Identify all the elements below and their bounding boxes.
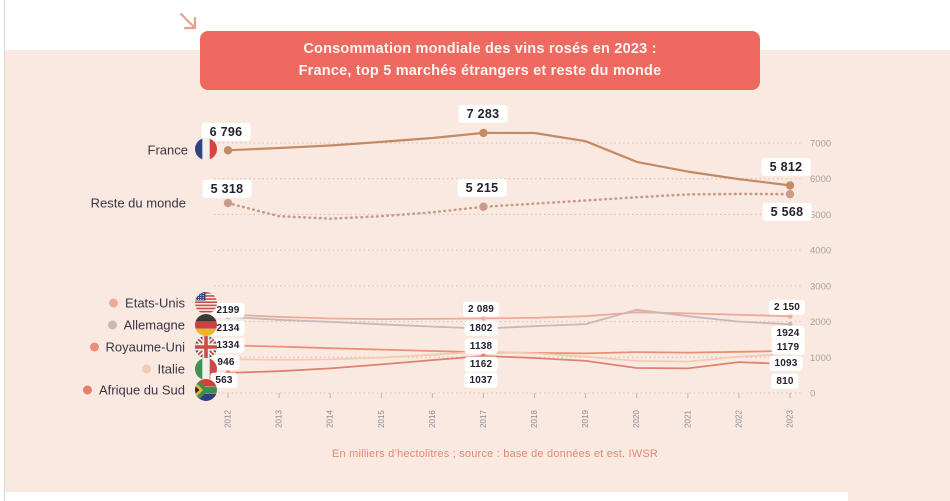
legend-label-afrique-du-sud: Afrique du Sud xyxy=(98,382,185,398)
legend-label-reste-du-monde: Reste du monde xyxy=(90,195,186,211)
legend-item-italie: Italie xyxy=(141,361,185,377)
legend-item-royaume-uni: Royaume-Uni xyxy=(89,339,185,355)
legend-label-france: France xyxy=(147,142,188,158)
legend-label-italie: Italie xyxy=(157,361,185,377)
value-label-allemagne-2017: 1802 xyxy=(464,320,498,336)
series-line-afrique-du-sud xyxy=(227,355,791,374)
x-axis-year-label: 2021 xyxy=(683,410,692,428)
legend-dot-italie xyxy=(141,364,151,374)
y-axis-tick-label: 3000 xyxy=(810,281,831,292)
value-label-etats-unis-2012: 2199 xyxy=(211,302,245,318)
value-label-afrique-du-sud-2023: 810 xyxy=(771,373,799,389)
x-axis-year-label: 2012 xyxy=(224,410,233,428)
chart-title-line2: France, top 5 marchés étrangers et reste… xyxy=(298,63,662,80)
chart-title: Consommation mondiale des vins rosés en … xyxy=(200,31,760,90)
x-axis-year-label: 2017 xyxy=(479,410,488,428)
series-line-italie xyxy=(227,350,791,363)
value-label-france-2023: 5 812 xyxy=(761,157,811,177)
value-label-afrique-du-sud-2012: 563 xyxy=(210,372,238,388)
x-axis-year-label: 2018 xyxy=(530,410,539,428)
legend-item-afrique-du-sud: Afrique du Sud xyxy=(82,382,185,398)
series-line-etats-unis xyxy=(227,311,791,321)
value-label-royaume-uni-2012: 1334 xyxy=(211,337,245,353)
arrow-down-right-icon xyxy=(176,9,202,35)
value-label-reste-du-monde-2012: 5 318 xyxy=(202,179,252,199)
value-label-france-2017: 7 283 xyxy=(458,104,508,124)
legend-item-reste-du-monde: Reste du monde xyxy=(91,196,186,211)
legend-dot-afrique-du-sud xyxy=(82,385,92,395)
x-axis-year-label: 2013 xyxy=(275,410,284,428)
series-line-reste-du-monde xyxy=(226,192,792,220)
y-axis-tick-label: 6000 xyxy=(810,174,831,185)
value-label-france-2012: 6 796 xyxy=(201,122,251,142)
legend-label-allemagne: Allemagne xyxy=(123,317,185,333)
data-point-etats-unis xyxy=(787,313,793,319)
value-label-italie-2017: 1162 xyxy=(464,356,498,372)
background-panel-corner xyxy=(848,492,950,501)
data-point-reste-du-monde xyxy=(479,202,488,211)
x-axis-year-label: 2022 xyxy=(734,410,743,428)
data-point-france xyxy=(223,146,233,155)
data-point-france xyxy=(479,128,488,138)
x-axis-year-label: 2023 xyxy=(786,410,795,428)
y-axis-tick-label: 4000 xyxy=(810,246,831,257)
value-label-allemagne-2023: 1924 xyxy=(771,325,805,341)
series-line-france xyxy=(226,131,792,187)
legend-item-allemagne: Allemagne xyxy=(107,317,185,333)
x-axis-year-label: 2014 xyxy=(326,410,335,428)
value-label-allemagne-2012: 2134 xyxy=(211,320,245,336)
legend-dot-etats-unis xyxy=(109,298,119,308)
y-axis-tick-label: 7000 xyxy=(810,139,831,150)
series-line-allemagne xyxy=(227,308,791,330)
x-axis-year-label: 2020 xyxy=(632,410,641,428)
data-point-allemagne xyxy=(787,321,793,327)
value-label-etats-unis-2023: 2 150 xyxy=(768,299,806,315)
x-axis-year-label: 2016 xyxy=(428,410,437,428)
chart-title-line1: Consommation mondiale des vins rosés en … xyxy=(303,41,657,57)
legend-item-france: France xyxy=(148,143,188,158)
legend-dot-royaume-uni xyxy=(89,342,99,352)
data-point-etats-unis xyxy=(480,315,486,321)
data-point-reste-du-monde xyxy=(223,198,233,208)
y-axis-tick-label: 2000 xyxy=(810,317,831,328)
value-label-royaume-uni-2023: 1179 xyxy=(771,339,805,355)
x-axis-year-label: 2015 xyxy=(377,410,386,428)
legend-item-etats-unis: Etats-Unis xyxy=(109,296,185,311)
legend-label-royaume-uni: Royaume-Uni xyxy=(105,339,185,355)
data-point-reste-du-monde xyxy=(785,189,795,199)
legend-label-etats-unis: Etats-Unis xyxy=(125,295,185,311)
afrique-du-sud-flag-icon xyxy=(195,379,217,401)
france-flag-icon xyxy=(195,138,217,160)
value-label-etats-unis-2017: 2 089 xyxy=(462,301,500,317)
value-label-italie-2012: 946 xyxy=(212,354,240,370)
y-axis-tick-label: 0 xyxy=(810,389,815,400)
value-label-royaume-uni-2017: 1138 xyxy=(464,338,498,354)
value-label-reste-du-monde-2017: 5 215 xyxy=(457,178,507,198)
legend-dot-allemagne xyxy=(107,320,117,330)
italie-flag-icon xyxy=(195,358,217,380)
background-panel xyxy=(5,50,950,492)
source-note: En milliers d’hectolitres ; source : bas… xyxy=(331,448,659,460)
value-label-reste-du-monde-2023: 5 568 xyxy=(762,202,812,222)
value-label-afrique-du-sud-2017: 1037 xyxy=(464,372,498,388)
royaume-uni-flag-icon xyxy=(195,336,217,358)
x-axis-year-label: 2019 xyxy=(581,410,590,428)
left-border-line xyxy=(4,0,5,501)
value-label-italie-2023: 1093 xyxy=(769,355,803,371)
y-axis-tick-label: 1000 xyxy=(810,353,831,364)
etats-unis-flag-icon xyxy=(195,292,217,314)
allemagne-flag-icon xyxy=(195,314,217,336)
y-axis-tick-label: 5000 xyxy=(810,210,831,221)
data-point-france xyxy=(785,181,795,190)
